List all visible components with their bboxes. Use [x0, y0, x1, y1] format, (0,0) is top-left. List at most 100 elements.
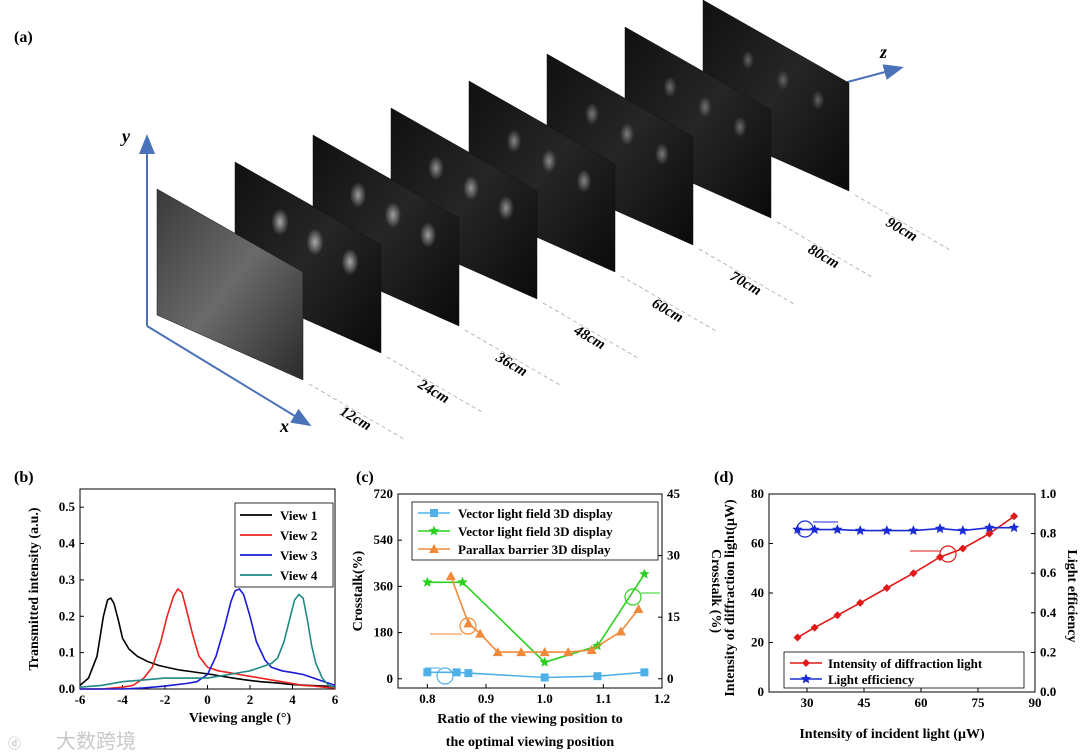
axis-indicators [796, 520, 957, 563]
series-lines [79, 587, 336, 690]
distance-label: 36cm [492, 349, 530, 380]
y-tick-label-right: 0 [667, 671, 674, 686]
x-tick-label: 75 [972, 695, 986, 710]
x-tick-label: 1.0 [537, 691, 553, 706]
watermark-text: 大数跨境 [56, 730, 136, 753]
panel-b-chart: (b) -6 -4 -2 0 2 4 6 0.0 0.1 0.2 0.3 0.4 0.5 Viewing… [14, 469, 339, 726]
legend-label: View 1 [280, 508, 317, 523]
series-line-view-1 [79, 597, 336, 688]
y-tick-label-right: 45 [667, 486, 681, 501]
light-spot [655, 143, 669, 165]
marker-star [428, 525, 440, 536]
y-axis-title: Intensity of diffraction light(μW) [723, 499, 738, 697]
axis-ticks: 0.8 0.9 1.0 1.1 1.2 0 180 360 540 720 0 15 30 45 [374, 486, 681, 706]
marker-star [1008, 522, 1020, 533]
series-line-view-2 [80, 587, 336, 690]
marker-diamond [810, 623, 819, 632]
series-line-view-4 [79, 593, 336, 688]
marker-triangle [463, 618, 474, 628]
marker-triangle [492, 647, 503, 657]
y-tick-label: 40 [751, 585, 764, 600]
y-tick-label: 180 [374, 625, 394, 640]
indicator-circle [459, 617, 477, 635]
y-tick-label: 540 [374, 532, 394, 547]
x-tick-label: 6 [332, 692, 339, 707]
legend-label: Vector light field 3D display [458, 524, 613, 539]
distance-label: 12cm [337, 404, 374, 435]
legend: View 1 View 2 View 3 View 4 [234, 502, 334, 588]
legend-label: View 4 [280, 568, 318, 583]
screen-1 [156, 188, 304, 381]
x-tick-label: 0 [204, 692, 211, 707]
screen-7 [624, 26, 772, 219]
axis-ticks: -6 -4 -2 0 2 4 6 0.0 0.1 0.2 0.3 0.4 0.5 [59, 499, 339, 707]
y-tick-label: 360 [374, 578, 394, 593]
y-tick-label-right: 15 [667, 609, 681, 624]
light-spot [506, 129, 522, 153]
light-spot [776, 70, 790, 90]
light-spot [585, 103, 599, 125]
y-tick-label: 80 [751, 486, 764, 501]
y-tick-label: 20 [751, 635, 764, 650]
series-line [450, 575, 640, 653]
marker-triangle [539, 647, 550, 657]
legend-box [783, 651, 1025, 689]
marker-star [908, 525, 919, 536]
x-tick-label: 4 [289, 692, 296, 707]
distance-label: 48cm [570, 322, 608, 353]
distance-guide [308, 383, 405, 440]
light-spot [498, 195, 514, 221]
marker-star [422, 576, 433, 587]
y-tick-label: 0.3 [59, 572, 76, 587]
x-tick-label: -6 [75, 692, 86, 707]
light-spot [741, 50, 755, 70]
marker-square [464, 669, 473, 678]
legend-label: View 3 [280, 548, 318, 563]
axis-ticks: 30 45 60 75 90 0 20 40 60 80 0.0 0.2 0.4 0.6 0.8 1.0 [751, 486, 1057, 710]
y-axis-title: Transmitted intensity (a.u.) [27, 507, 42, 670]
marker-star [855, 525, 866, 536]
legend-label: View 2 [280, 528, 317, 543]
marker-square [452, 668, 461, 677]
x-tick-label: -4 [117, 692, 128, 707]
marker-diamond [1010, 512, 1019, 521]
legend-box [411, 501, 659, 561]
panel-b-label: (b) [14, 469, 34, 486]
marker-diamond [985, 529, 994, 538]
marker-star [639, 568, 650, 579]
distance-guide [386, 356, 483, 413]
y-tick-label: 0.1 [59, 645, 75, 660]
light-spot [271, 208, 289, 236]
screen-stack [156, 0, 850, 381]
x-axis-arrow [146, 325, 312, 427]
marker-square [430, 509, 438, 517]
distance-guide [542, 302, 639, 359]
light-spot [384, 202, 402, 228]
x-tick-label: 30 [801, 695, 814, 710]
legend-label: Intensity of diffraction light [828, 656, 983, 671]
x-tick-label: 60 [915, 695, 928, 710]
light-spot [419, 222, 437, 248]
marker-star [539, 656, 550, 667]
x-tick-label: 0.8 [419, 691, 436, 706]
y-tick-label-right: 0.6 [1040, 565, 1057, 580]
y-tick-label-right: 0.0 [1040, 684, 1056, 699]
y-tick-label: 60 [751, 536, 764, 551]
panel-a-3d-stack: (a) y x z 90cm 80cm 70cm 60cm 48cm 36cm 24cm 12… [14, 0, 951, 440]
indicator-circle [939, 545, 957, 563]
x-tick-label: 1.2 [654, 691, 670, 706]
marker-star [934, 523, 946, 534]
indicator-circle [624, 588, 642, 606]
series-line [797, 515, 1015, 639]
y-tick-label-right: 30 [667, 548, 680, 563]
y-tick-label-right: 0.4 [1040, 605, 1057, 620]
marker-star [457, 576, 468, 587]
marker-square [593, 672, 602, 681]
marker-star [984, 522, 995, 533]
light-spot [428, 155, 444, 181]
plot-frame [397, 493, 663, 689]
marker-triangle [563, 647, 574, 657]
x-tick-label: 0.9 [478, 691, 495, 706]
x-axis-title-line2: the optimal viewing position [446, 735, 615, 750]
